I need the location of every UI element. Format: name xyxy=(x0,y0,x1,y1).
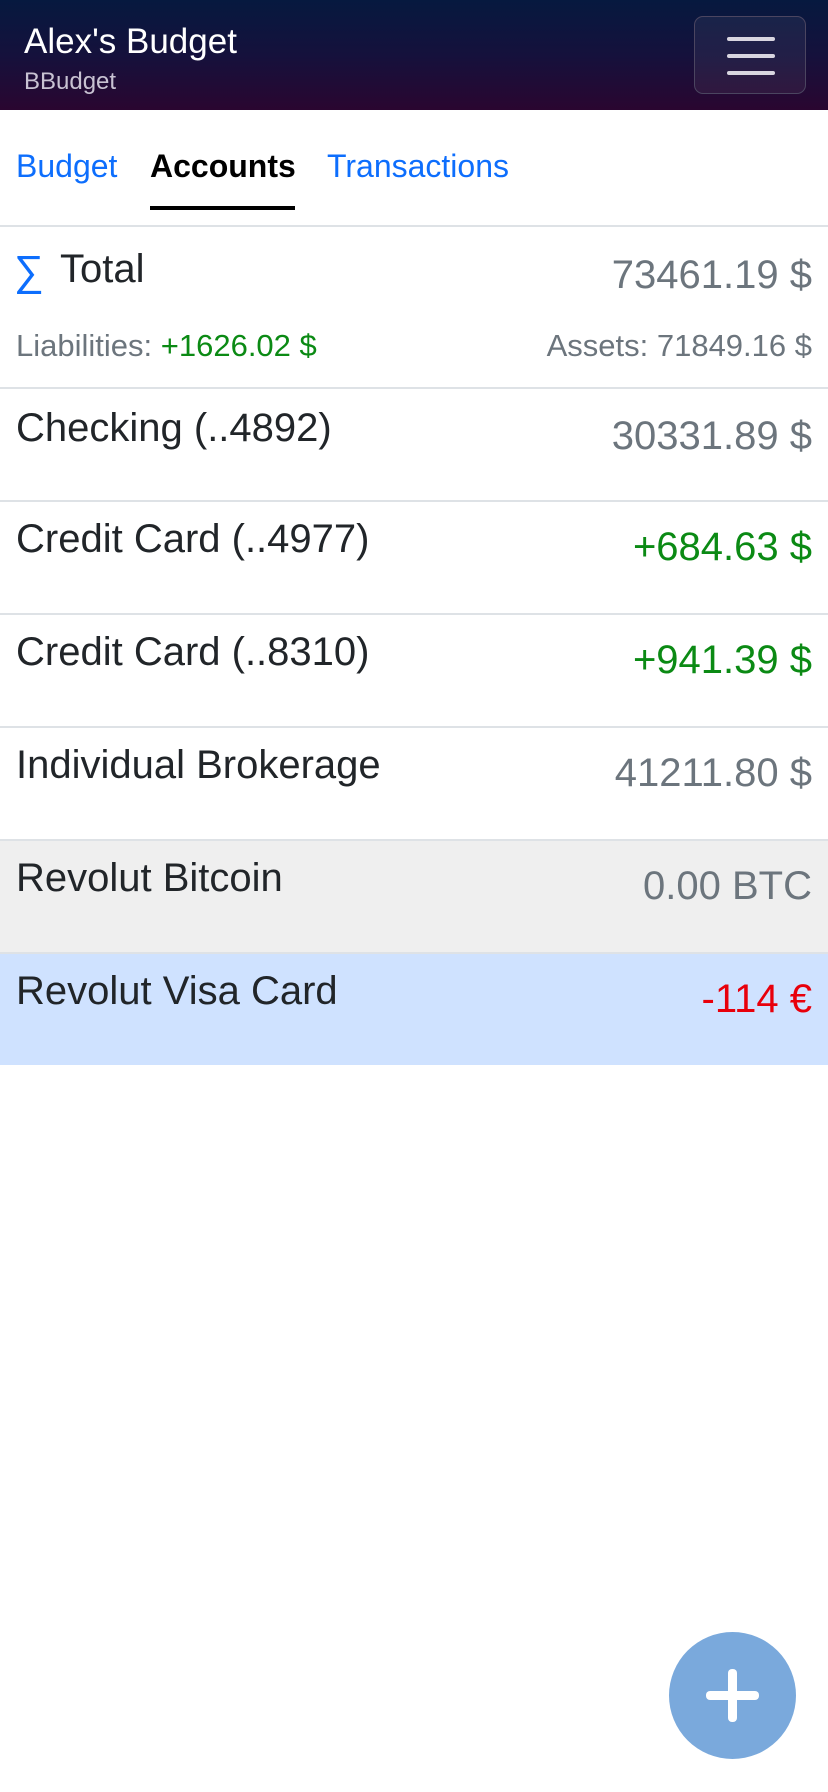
app-subtitle: BBudget xyxy=(24,68,117,95)
hamburger-menu-icon-bar xyxy=(727,71,775,75)
hamburger-menu-icon-bar xyxy=(727,54,775,58)
account-row-credit-card-4977[interactable]: Credit Card (..4977) +684.63 $ xyxy=(0,502,828,615)
account-name: Revolut Bitcoin xyxy=(16,856,283,900)
account-name: Individual Brokerage xyxy=(16,743,381,787)
tab-accounts[interactable]: Accounts xyxy=(150,148,296,184)
active-tab-indicator xyxy=(150,206,295,210)
liabilities-value: +1626.02 $ xyxy=(160,328,317,363)
account-amount: 41211.80 $ xyxy=(614,751,812,795)
account-row-checking[interactable]: Checking (..4892) 30331.89 $ xyxy=(0,389,828,502)
plus-icon-stroke xyxy=(728,1669,737,1722)
liabilities-summary: Liabilities: +1626.02 $ xyxy=(16,328,317,364)
assets-label: Assets: xyxy=(546,328,649,363)
account-row-revolut-visa-card[interactable]: Revolut Visa Card -114 € xyxy=(0,954,828,1065)
account-row-individual-brokerage[interactable]: Individual Brokerage 41211.80 $ xyxy=(0,728,828,841)
total-amount: 73461.19 $ xyxy=(611,253,812,297)
account-name: Credit Card (..4977) xyxy=(16,517,370,561)
tab-transactions[interactable]: Transactions xyxy=(327,148,509,184)
liabilities-label: Liabilities: xyxy=(16,328,153,363)
total-row: ∑ Total 73461.19 $ Liabilities: +1626.02… xyxy=(0,228,828,389)
account-name: Checking (..4892) xyxy=(16,406,332,450)
account-amount: +684.63 $ xyxy=(632,525,812,569)
app-title: Alex's Budget xyxy=(24,22,237,61)
account-amount: +941.39 $ xyxy=(632,638,812,682)
hamburger-menu-icon xyxy=(727,37,775,41)
account-row-revolut-bitcoin[interactable]: Revolut Bitcoin 0.00 BTC xyxy=(0,841,828,954)
account-name: Credit Card (..8310) xyxy=(16,630,370,674)
sigma-icon: ∑ xyxy=(14,247,44,294)
tab-budget[interactable]: Budget xyxy=(16,148,118,184)
account-amount: 0.00 BTC xyxy=(643,864,812,908)
account-row-credit-card-8310[interactable]: Credit Card (..8310) +941.39 $ xyxy=(0,615,828,728)
assets-value: 71849.16 $ xyxy=(656,328,812,363)
total-label: Total xyxy=(60,247,145,291)
nav-tabs: Budget Accounts Transactions xyxy=(0,110,828,227)
account-name: Revolut Visa Card xyxy=(16,969,338,1013)
menu-toggle-button[interactable] xyxy=(694,16,806,94)
add-button[interactable] xyxy=(669,1632,796,1759)
account-amount: -114 € xyxy=(701,977,812,1021)
assets-summary: Assets: 71849.16 $ xyxy=(547,328,812,364)
account-amount: 30331.89 $ xyxy=(611,414,812,458)
app-header: Alex's Budget BBudget xyxy=(0,0,828,110)
